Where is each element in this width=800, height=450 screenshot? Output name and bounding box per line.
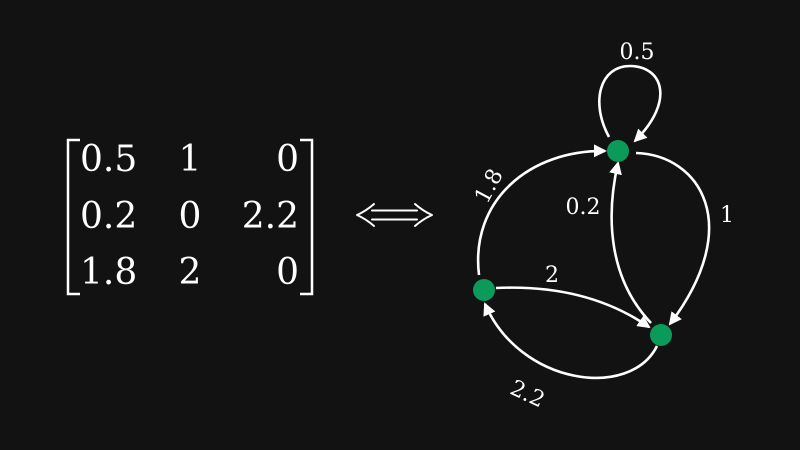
edge-labels: 0.5 1 0.2 2.2 1.8 2 (470, 40, 734, 413)
matrix-cell: 2 (179, 252, 202, 293)
edge-label: 0.5 (620, 40, 655, 65)
graph-node (607, 140, 629, 162)
edge-label: 2 (545, 263, 559, 288)
matrix-cell: 1.8 (80, 252, 137, 293)
left-bracket (66, 138, 80, 296)
matrix-cell: 1 (179, 139, 202, 180)
edge-bottom-right-to-top (609, 161, 652, 324)
graph-edges (476, 64, 711, 380)
edge-label: 1 (720, 203, 734, 228)
matrix-cell: 0.5 (80, 139, 137, 180)
edge-bottom-right-to-left (483, 302, 659, 380)
equivalence-arrow-icon: ⟺ (356, 203, 433, 227)
graph-nodes (473, 140, 672, 346)
matrix-cell: 0 (276, 252, 299, 293)
edge-label: 2.2 (506, 376, 548, 413)
matrix-cell: 0 (179, 196, 202, 237)
edge-top-to-bottom-right (635, 151, 711, 326)
graph-node (650, 324, 672, 346)
edge-self-loop (598, 64, 662, 143)
graph-node (473, 279, 495, 301)
edge-left-to-bottom-right (495, 286, 651, 329)
matrix-cell: 0.2 (80, 196, 137, 237)
right-bracket (300, 138, 314, 296)
adjacency-matrix: 0.5 1 0 0.2 0 2.2 1.8 2 0 (66, 138, 314, 296)
matrix-cell: 2.2 (242, 196, 299, 237)
matrix-cell: 0 (276, 139, 299, 180)
edge-label: 1.8 (470, 165, 509, 208)
edge-label: 0.2 (566, 195, 601, 220)
edge-left-to-top (476, 144, 607, 276)
